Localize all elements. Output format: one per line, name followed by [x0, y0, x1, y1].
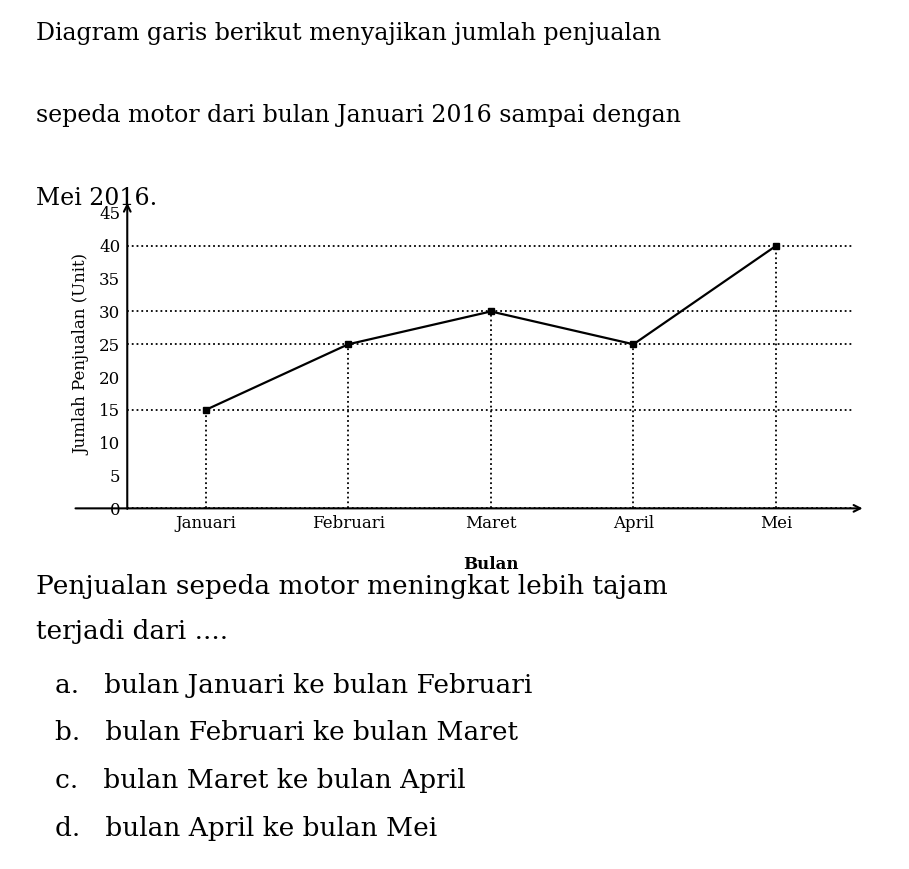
Text: terjadi dari ....: terjadi dari .... — [36, 619, 228, 644]
Text: Penjualan sepeda motor meningkat lebih tajam: Penjualan sepeda motor meningkat lebih t… — [36, 574, 668, 599]
Text: a.   bulan Januari ke bulan Februari: a. bulan Januari ke bulan Februari — [55, 673, 532, 698]
Text: d.   bulan April ke bulan Mei: d. bulan April ke bulan Mei — [55, 816, 437, 841]
Text: b.   bulan Februari ke bulan Maret: b. bulan Februari ke bulan Maret — [55, 720, 517, 746]
Text: Bulan: Bulan — [463, 556, 519, 574]
Y-axis label: Jumlah Penjualan (Unit): Jumlah Penjualan (Unit) — [74, 254, 91, 454]
Text: Diagram garis berikut menyajikan jumlah penjualan: Diagram garis berikut menyajikan jumlah … — [36, 22, 662, 44]
Text: c.   bulan Maret ke bulan April: c. bulan Maret ke bulan April — [55, 768, 465, 793]
Text: Mei 2016.: Mei 2016. — [36, 187, 157, 209]
Text: sepeda motor dari bulan Januari 2016 sampai dengan: sepeda motor dari bulan Januari 2016 sam… — [36, 104, 681, 127]
